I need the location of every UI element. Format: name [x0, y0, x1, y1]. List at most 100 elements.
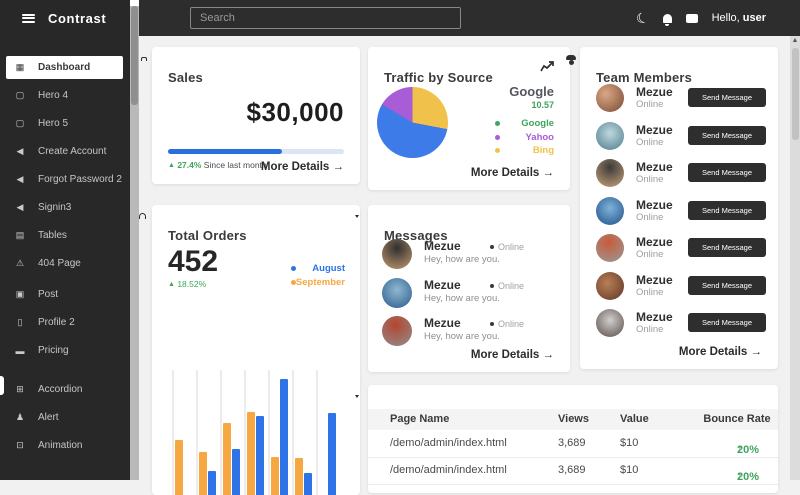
- bounce-up-arrow-icon: ↑: [737, 471, 742, 482]
- sidebar-item[interactable]: ▣ Post: [0, 283, 130, 306]
- legend-dot-icon: [495, 134, 500, 140]
- traffic-card: Traffic by Source Google 10.57 Google Ya…: [368, 47, 570, 190]
- online-dot-icon: [490, 322, 494, 326]
- send-message-button[interactable]: Send Message: [688, 88, 766, 107]
- hamburger-menu-icon[interactable]: [22, 13, 35, 23]
- sidebar-item[interactable]: ▢ Hero 4: [0, 84, 130, 107]
- team-member-row: Mezue Online Send Message: [580, 193, 778, 231]
- total-orders-card: Total Orders 452 ▲ 18.52% August Septemb…: [152, 205, 360, 495]
- sidebar-item-label: Hero 5: [38, 118, 69, 129]
- sidebar-item-icon: ▯: [17, 317, 23, 327]
- sidebar-scrollbar[interactable]: [130, 0, 139, 480]
- main-scrollbar[interactable]: ▲: [790, 36, 800, 480]
- send-message-button[interactable]: Send Message: [688, 238, 766, 257]
- column-header: Value: [620, 413, 649, 425]
- bar-august: [328, 413, 336, 495]
- sidebar-item[interactable]: ◀ Create Account: [0, 140, 130, 163]
- legend-label: Yahoo: [525, 131, 554, 143]
- member-name: Mezue: [636, 310, 673, 324]
- main-scrollbar-thumb[interactable]: [791, 48, 799, 140]
- sidebar-item-label: Accordion: [38, 384, 83, 395]
- legend-dot-icon: [291, 266, 296, 271]
- message-text: Hey, how are you.: [424, 292, 500, 304]
- send-message-button[interactable]: Send Message: [688, 125, 766, 145]
- sidebar-item-icon: ▦: [15, 62, 25, 72]
- sales-more-details-link[interactable]: More Details →: [260, 161, 344, 173]
- online-dot-icon: [490, 283, 494, 288]
- legend-dot-icon: [291, 280, 296, 285]
- avatar: [596, 196, 624, 225]
- member-name: Mezue: [636, 85, 673, 99]
- send-message-button[interactable]: Send Message: [688, 163, 766, 182]
- team-member-row: Mezue Online Send Message: [580, 118, 778, 156]
- sidebar-item[interactable]: ◀ Forgot Password 2: [0, 168, 130, 191]
- team-members-card: Team Members Mezue Online Send Message M…: [580, 47, 778, 369]
- sidebar-item-icon: ◀: [16, 146, 24, 156]
- sidebar-item[interactable]: ▬ Pricing: [0, 339, 130, 362]
- sidebar-item-icon: ♟: [15, 412, 25, 422]
- sidebar: Contrast ▦ Dashboard ▢ Hero 4 ▢ Hero 5 ◀…: [0, 0, 130, 480]
- header: ☾ Hello, user: [139, 0, 800, 36]
- page-visits-card: Page Visits Page Name Views Value Bounce…: [368, 385, 778, 493]
- traffic-pie-chart: [377, 87, 448, 158]
- left-edge-handle[interactable]: [0, 376, 4, 395]
- sidebar-item[interactable]: ▢ Hero 5: [0, 112, 130, 135]
- sidebar-item-icon: ▣: [15, 289, 25, 299]
- send-message-button[interactable]: Send Message: [688, 200, 766, 220]
- main-scrollbar-up-arrow[interactable]: ▲: [791, 37, 799, 44]
- sidebar-item[interactable]: ▤ Tables: [0, 224, 130, 247]
- online-dot-icon: [490, 245, 494, 249]
- avatar: [596, 121, 624, 150]
- sender-name: Mezue: [424, 277, 461, 292]
- traffic-more-details-link[interactable]: More Details →: [470, 167, 554, 179]
- notifications-bell-icon[interactable]: [662, 13, 672, 26]
- column-header: Views: [558, 413, 589, 425]
- sidebar-item-label: Animation: [38, 440, 83, 451]
- team-member-row: Mezue Online Send Message: [580, 80, 778, 118]
- sidebar-nav: ▦ Dashboard ▢ Hero 4 ▢ Hero 5 ◀ Create A…: [0, 56, 130, 462]
- avatar: [382, 277, 412, 308]
- sidebar-item-label: Alert: [38, 412, 59, 423]
- sidebar-item[interactable]: ▦ Dashboard: [6, 56, 123, 79]
- orders-legend-item: August: [240, 262, 360, 276]
- sidebar-item[interactable]: ⊞ Accordion: [0, 378, 130, 401]
- avatar: [596, 84, 624, 112]
- line-chart-icon: [540, 60, 555, 78]
- avatar: [596, 309, 624, 337]
- sales-delta: ▲ 27.4% Since last month: [168, 160, 267, 170]
- sender-name: Mezue: [424, 316, 461, 330]
- table-header: Page Name Views Value Bounce Rate: [368, 409, 778, 430]
- legend-dot-icon: [495, 121, 500, 126]
- team-more-details-link[interactable]: More Details →: [678, 346, 762, 358]
- member-status: Online: [636, 211, 664, 223]
- sidebar-scrollbar-up-button[interactable]: [130, 0, 139, 6]
- table-row: /demo/admin/index.html 3,689 $10 ↑ 20%: [368, 430, 778, 458]
- messages-chat-icon[interactable]: [685, 13, 698, 23]
- traffic-highlight-value: 10.57: [531, 100, 554, 110]
- traffic-legend: Google Yahoo Bing: [460, 117, 570, 158]
- bar-september: [295, 458, 303, 495]
- send-message-button[interactable]: Send Message: [688, 313, 766, 332]
- sidebar-item[interactable]: ♟ Alert: [0, 406, 130, 429]
- send-message-button[interactable]: Send Message: [688, 275, 766, 295]
- traffic-highlight-label: Google: [509, 84, 554, 99]
- sidebar-item[interactable]: ⚠ 404 Page: [0, 252, 130, 275]
- sidebar-item[interactable]: ⊡ Animation: [0, 434, 130, 457]
- bar-september: [247, 412, 255, 495]
- sidebar-item-label: Signin3: [38, 202, 72, 213]
- member-status: Online: [636, 286, 664, 298]
- sidebar-item[interactable]: ◀ Signin3: [0, 196, 130, 219]
- column-header: Page Name: [390, 413, 450, 425]
- member-status: Online: [636, 99, 664, 110]
- search-input[interactable]: [190, 7, 461, 29]
- message-text: Hey, how are you.: [424, 331, 500, 342]
- sender-name: Mezue: [424, 239, 461, 253]
- bar-august: [280, 379, 288, 495]
- dark-mode-moon-icon[interactable]: ☾: [633, 8, 651, 28]
- member-name: Mezue: [636, 160, 673, 174]
- messages-more-details-link[interactable]: More Details →: [470, 349, 554, 361]
- bar-august: [256, 416, 264, 495]
- sidebar-item[interactable]: ▯ Profile 2: [0, 311, 130, 334]
- sidebar-scrollbar-thumb[interactable]: [131, 6, 138, 105]
- table-row: /demo/admin/index.html 3,689 $10 ↑ 20%: [368, 457, 778, 485]
